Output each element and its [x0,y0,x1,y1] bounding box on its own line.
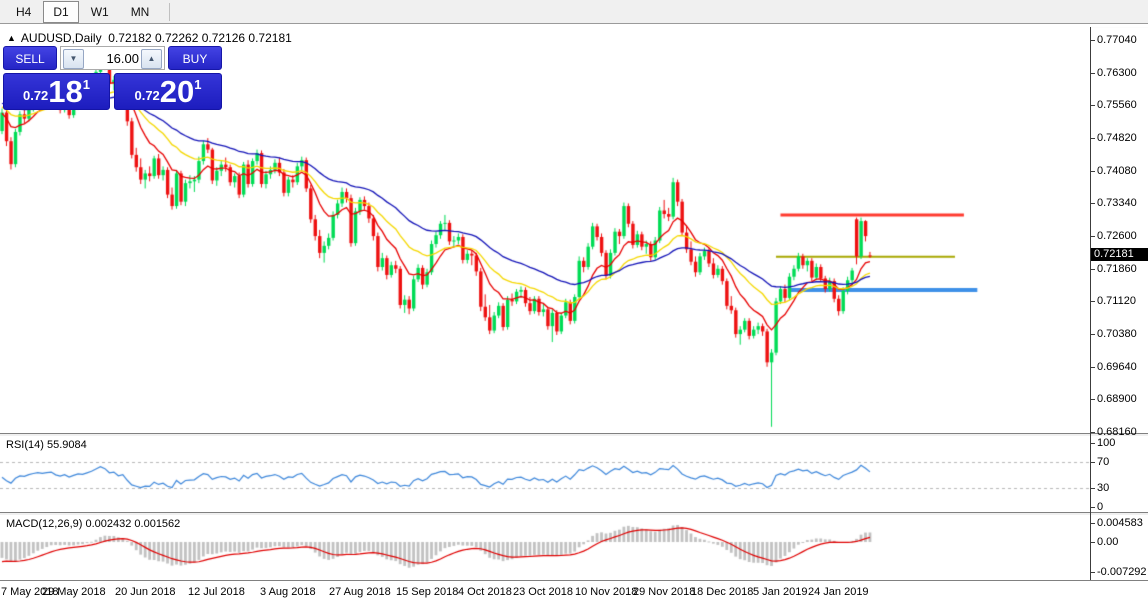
date-axis-label: 29 Nov 2018 [633,586,696,598]
buy-button[interactable]: BUY [168,46,222,70]
date-axis-label: 7 May 2018 [1,586,59,598]
rsi-axis-label: 0 [1090,501,1104,513]
price-axis-label: 0.72600 [1091,230,1137,242]
timeframe-tabbar: H4 D1 W1 MN [0,0,1148,24]
bid-prefix: 0.72 [22,88,49,103]
price-axis-label: 0.74080 [1091,165,1137,177]
price-axis-label: 0.68900 [1091,393,1137,405]
price-axis-label: 0.77040 [1091,34,1137,46]
date-axis-label: 23 Oct 2018 [513,586,573,598]
ask-big-digits: 20 [159,74,195,109]
ask-prefix: 0.72 [134,88,160,103]
macd-axis-label: -0.007292 [1091,566,1147,578]
date-axis-label: 24 Jan 2019 [808,586,869,598]
ask-pip-sup: 1 [194,77,202,92]
tab-w1[interactable]: W1 [90,4,109,19]
date-axis-label: 4 Oct 2018 [458,586,512,598]
one-click-trading-widget: SELL ▼ 16.00 ▲ BUY 0.72181 0.72201 [3,46,222,110]
price-axis-label: 0.70380 [1091,328,1137,340]
symbol-label: AUDUSD,Daily [20,31,102,45]
bid-big-digits: 18 [48,74,83,109]
date-axis-label: 27 Aug 2018 [329,586,391,598]
date-axis-label: 15 Sep 2018 [396,586,459,598]
date-axis-label: 29 May 2018 [42,586,106,598]
price-axis-label: 0.69640 [1091,361,1137,373]
price-axis-label: 0.73340 [1091,197,1137,209]
volume-input[interactable]: 16.00 [106,51,139,66]
date-axis-label: 3 Aug 2018 [260,586,316,598]
ask-price-panel[interactable]: 0.72201 [114,73,222,110]
price-axis-label: 0.71120 [1091,295,1136,307]
sell-button[interactable]: SELL [3,46,57,70]
date-axis-label: 5 Jan 2019 [753,586,808,598]
macd-axis-label: 0.004583 [1091,517,1143,529]
volume-increase-icon[interactable]: ▲ [141,49,162,69]
current-price-tag: 0.72181 [1091,248,1148,261]
rsi-panel-canvas[interactable] [0,436,1090,512]
price-axis-label: 0.74820 [1091,132,1137,144]
price-axis-label: 0.76300 [1091,67,1137,79]
tab-d1[interactable]: D1 [43,0,79,23]
rsi-macd-splitter[interactable] [0,512,1148,515]
bid-pip-sup: 1 [82,77,91,92]
chart-rsi-splitter[interactable] [0,433,1148,436]
tab-mn[interactable]: MN [130,4,150,19]
chart-title: ▲ AUDUSD,Daily 0.72182 0.72262 0.72126 0.… [7,31,292,45]
price-axis-label: 0.71860 [1091,263,1137,275]
bid-price-panel[interactable]: 0.72181 [3,73,110,110]
macd-indicator-label: MACD(12,26,9) 0.002432 0.001562 [6,518,181,530]
tabbar-separator [169,2,171,21]
date-axis-label: 10 Nov 2018 [575,586,638,598]
volume-decrease-icon[interactable]: ▼ [63,49,84,69]
rsi-axis-label: 30 [1090,482,1110,494]
ohlc-values: 0.72182 0.72262 0.72126 0.72181 [108,31,292,45]
tab-h4[interactable]: H4 [16,4,32,19]
price-axis-label: 0.75560 [1091,99,1137,111]
volume-box: ▼ 16.00 ▲ [60,46,165,70]
price-axis-label: 0.68160 [1091,426,1137,438]
collapse-arrow-icon[interactable]: ▲ [7,33,16,43]
rsi-indicator-label: RSI(14) 55.9084 [6,439,87,451]
macd-axis-label: 0.00 [1090,536,1119,548]
time-axis-strip[interactable] [0,580,1148,605]
date-axis-label: 20 Jun 2018 [115,586,176,598]
rsi-axis-label: 100 [1090,437,1116,449]
price-axis-border [1090,27,1091,580]
date-axis-label: 12 Jul 2018 [188,586,245,598]
date-axis-label: 18 Dec 2018 [691,586,754,598]
rsi-axis-label: 70 [1090,456,1110,468]
macd-panel-canvas[interactable] [0,515,1090,580]
